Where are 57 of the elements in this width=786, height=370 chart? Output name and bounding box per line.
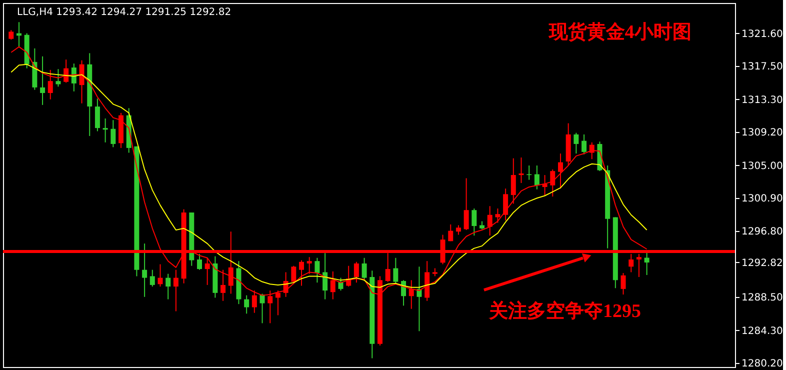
candlestick bbox=[56, 68, 61, 88]
y-tick-label: 1313.30 bbox=[742, 94, 783, 106]
candlestick bbox=[550, 168, 556, 198]
candlestick bbox=[510, 158, 516, 204]
chart-subtitle: LLG,H4 1293.42 1294.27 1291.25 1292.82 bbox=[17, 7, 232, 18]
candlestick bbox=[574, 132, 579, 154]
candlestick bbox=[102, 118, 108, 143]
candlestick bbox=[314, 257, 320, 284]
candlestick bbox=[487, 206, 492, 236]
y-tick-label: 1284.30 bbox=[742, 326, 783, 337]
candlestick bbox=[558, 153, 563, 190]
candlestick bbox=[79, 60, 84, 104]
candlestick bbox=[166, 273, 171, 300]
candlestick bbox=[503, 188, 508, 221]
y-tick-label: 1280.20 bbox=[742, 358, 783, 370]
annotation: 关注多空争夺1295 bbox=[488, 300, 641, 322]
candlestick bbox=[260, 293, 265, 324]
y-tick-label: 1317.50 bbox=[742, 61, 783, 72]
candlestick bbox=[448, 224, 454, 242]
candlestick bbox=[8, 30, 14, 40]
candlestick bbox=[306, 256, 312, 274]
candlestick bbox=[518, 157, 524, 184]
candlestick bbox=[464, 178, 469, 230]
y-tick-label: 1300.90 bbox=[742, 194, 783, 205]
y-tick-label: 1296.80 bbox=[742, 226, 783, 238]
candlestick bbox=[94, 98, 100, 132]
candlestick bbox=[495, 208, 500, 224]
y-tick-label: 1309.20 bbox=[742, 128, 783, 139]
candlestick bbox=[582, 134, 587, 155]
y-tick-label: 1292.82 bbox=[742, 258, 783, 269]
candlestick bbox=[534, 164, 540, 190]
candlestick bbox=[150, 269, 155, 288]
candlestick bbox=[472, 208, 477, 236]
candlestick bbox=[299, 260, 304, 286]
candlestick bbox=[48, 69, 53, 100]
candlestick bbox=[393, 257, 398, 284]
y-tick-label: 1321.60 bbox=[742, 28, 783, 40]
y-tick-label: 1305.00 bbox=[742, 160, 783, 172]
candlestick bbox=[244, 294, 250, 314]
candlestick bbox=[644, 250, 650, 276]
candlestick bbox=[110, 120, 116, 148]
y-tick-label: 1288.50 bbox=[742, 292, 783, 304]
candlestick bbox=[526, 164, 532, 180]
candlestick bbox=[354, 261, 359, 284]
candlestick bbox=[173, 269, 178, 312]
candlestick bbox=[322, 252, 328, 300]
candlestick bbox=[158, 264, 163, 288]
candlestick bbox=[291, 265, 296, 285]
candlestick bbox=[64, 59, 69, 84]
candlestick bbox=[142, 243, 148, 298]
candlestick bbox=[456, 224, 461, 236]
candlestick bbox=[196, 253, 202, 270]
candlestick bbox=[40, 56, 46, 106]
candlestick bbox=[620, 272, 626, 296]
text: 现货黄金4小时图 bbox=[548, 21, 692, 43]
candlestick bbox=[204, 257, 210, 286]
candlestick bbox=[362, 257, 367, 281]
